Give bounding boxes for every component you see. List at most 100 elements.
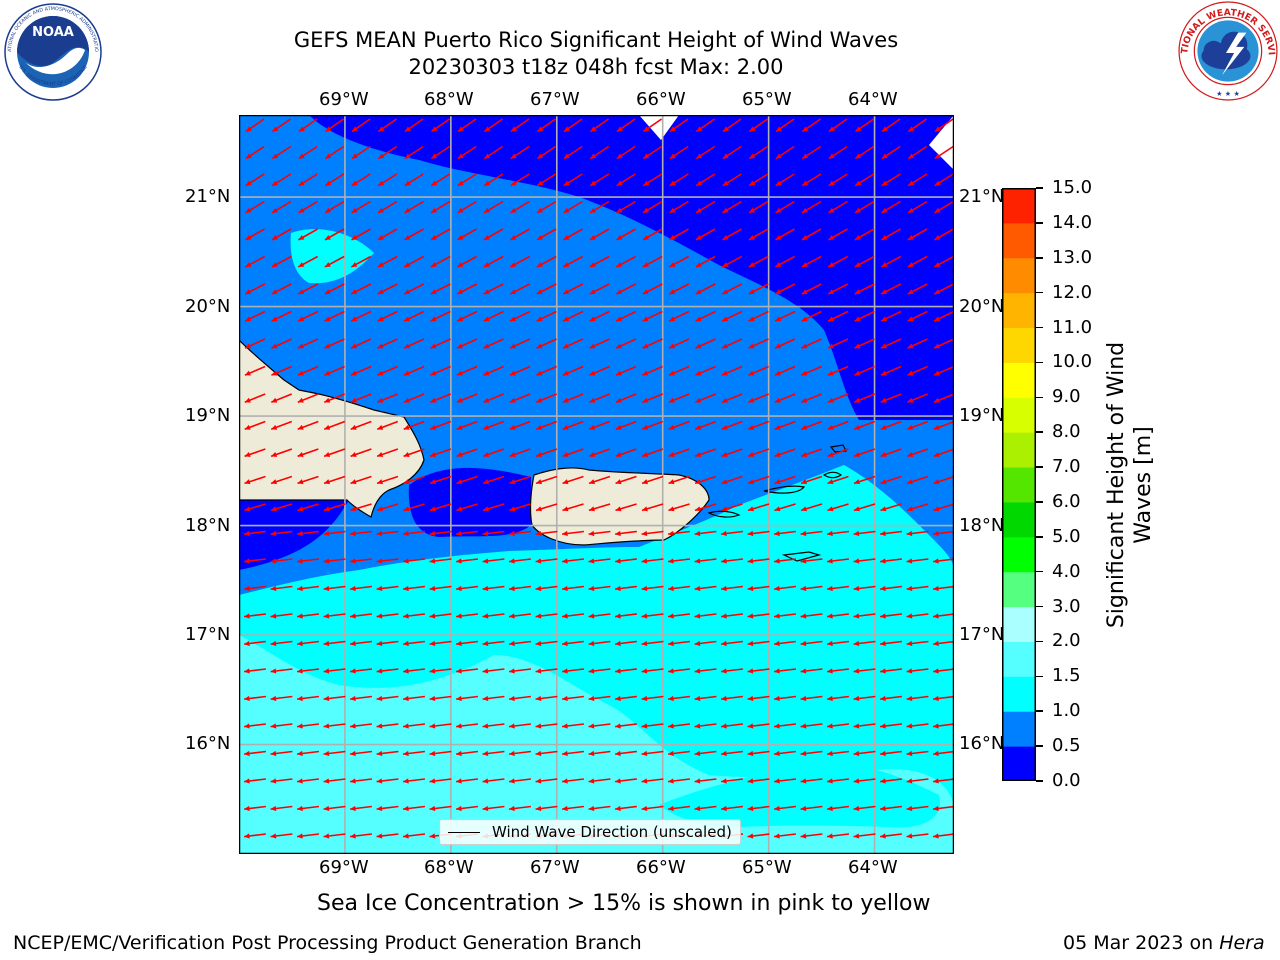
wave-direction-arrowhead bbox=[297, 370, 304, 376]
colorbar-tick-label: 1.5 bbox=[1052, 665, 1081, 687]
wave-direction-arrowhead bbox=[589, 262, 596, 267]
wave-direction-arrowhead bbox=[324, 370, 331, 376]
wave-direction-arrowhead bbox=[562, 585, 568, 592]
wave-direction-arrowhead bbox=[722, 180, 729, 186]
wave-direction-arrowhead bbox=[298, 316, 305, 322]
wave-direction-arrowhead bbox=[747, 778, 754, 784]
wave-direction-arrowhead bbox=[934, 289, 941, 295]
colorbar-cell bbox=[1002, 222, 1036, 259]
wave-direction-arrowhead bbox=[403, 805, 409, 812]
wave-direction-arrowhead bbox=[430, 370, 437, 376]
wave-direction-arrowhead bbox=[907, 370, 914, 376]
wave-direction-arrowhead bbox=[297, 397, 304, 403]
wave-direction-arrowhead bbox=[881, 180, 888, 186]
wave-direction-arrowhead bbox=[429, 723, 436, 729]
wave-direction-arrowhead bbox=[509, 397, 516, 403]
wave-direction-arrowhead bbox=[562, 343, 569, 349]
colorbar-cell bbox=[1002, 467, 1036, 503]
wave-direction-arrowhead bbox=[933, 506, 940, 512]
wave-direction-arrowhead bbox=[351, 262, 358, 267]
wave-direction-arrowhead bbox=[668, 585, 674, 592]
map-plot[interactable] bbox=[239, 115, 954, 854]
wave-direction-arrowhead bbox=[775, 153, 782, 159]
wave-direction-arrowhead bbox=[695, 262, 702, 267]
wave-direction-arrowhead bbox=[854, 424, 861, 430]
wave-direction-arrowhead bbox=[668, 668, 674, 674]
wave-direction-arrowhead bbox=[800, 695, 807, 702]
wave-direction-arrowhead bbox=[297, 558, 303, 564]
wave-direction-arrowhead bbox=[854, 289, 861, 295]
wave-direction-arrowhead bbox=[323, 585, 330, 592]
wave-direction-arrowhead bbox=[855, 180, 862, 186]
wave-direction-arrowhead bbox=[376, 558, 383, 564]
wave-direction-arrowhead bbox=[245, 316, 252, 322]
wave-direction-arrowhead bbox=[590, 153, 597, 159]
wave-direction-arrowhead bbox=[350, 585, 356, 592]
lat-label-right: 16°N bbox=[959, 733, 1005, 754]
wave-direction-arrowhead bbox=[272, 126, 279, 132]
colorbar-cell bbox=[1002, 711, 1036, 747]
wave-direction-arrowhead bbox=[694, 750, 701, 757]
wave-direction-arrowhead bbox=[802, 153, 809, 159]
virgin-islands bbox=[763, 485, 806, 494]
wave-direction-arrowhead bbox=[244, 750, 250, 757]
wave-direction-arrowhead bbox=[456, 723, 462, 729]
wave-direction-arrowhead bbox=[801, 424, 808, 430]
wave-direction-arrowhead bbox=[853, 695, 860, 702]
wave-direction-arrowhead bbox=[271, 452, 278, 457]
wave-direction-arrowhead bbox=[615, 506, 622, 512]
wave-direction-arrowhead bbox=[562, 695, 568, 702]
wave-direction-arrowhead bbox=[429, 750, 436, 757]
wave-direction-arrowhead bbox=[721, 452, 728, 457]
colorbar-tick-label: 9.0 bbox=[1052, 386, 1081, 408]
wave-direction-arrowhead bbox=[589, 234, 596, 240]
wave-direction-arrowhead bbox=[907, 316, 914, 322]
wave-direction-arrowhead bbox=[906, 833, 913, 839]
wave-direction-arrowhead bbox=[562, 613, 568, 619]
wave-direction-arrowhead bbox=[933, 723, 939, 729]
wave-direction-arrowhead bbox=[430, 479, 436, 485]
legend-label: Wind Wave Direction (unscaled) bbox=[492, 823, 732, 841]
wave-direction-arrowhead bbox=[483, 397, 490, 403]
wave-direction-arrowhead bbox=[509, 530, 515, 537]
wave-direction-arrowhead bbox=[588, 558, 595, 564]
wave-direction-arrowhead bbox=[933, 695, 939, 702]
wave-direction-arrowhead bbox=[536, 289, 543, 295]
wave-direction-arrowhead bbox=[376, 668, 383, 674]
wave-direction-arrowhead bbox=[509, 723, 515, 729]
wave-direction-arrowhead bbox=[880, 370, 887, 376]
wave-direction-arrowhead bbox=[774, 668, 780, 674]
wave-direction-arrowhead bbox=[482, 506, 489, 512]
wave-direction-arrowhead bbox=[827, 805, 833, 812]
colorbar bbox=[1002, 188, 1036, 781]
wave-direction-arrowhead bbox=[800, 506, 807, 512]
wave-direction-arrowhead bbox=[721, 778, 727, 784]
wave-direction-arrowhead bbox=[881, 262, 888, 267]
wave-direction-arrowhead bbox=[456, 343, 463, 349]
wave-direction-arrowhead bbox=[801, 234, 808, 240]
wave-direction-arrowhead bbox=[562, 479, 569, 485]
colorbar-tick-mark bbox=[1036, 570, 1043, 573]
wave-direction-arrowhead bbox=[376, 723, 383, 729]
wave-direction-arrowhead bbox=[695, 370, 702, 376]
wave-direction-arrowhead bbox=[350, 452, 357, 457]
wave-direction-arrowhead bbox=[802, 207, 809, 213]
wave-direction-arrowhead bbox=[456, 397, 463, 403]
wave-direction-arrowhead bbox=[933, 778, 939, 784]
wave-direction-arrowhead bbox=[616, 126, 623, 132]
wave-direction-arrowhead bbox=[880, 397, 887, 403]
wave-direction-arrowhead bbox=[906, 506, 913, 512]
wave-direction-arrowhead bbox=[376, 640, 383, 647]
wave-direction-arrowhead bbox=[404, 234, 411, 240]
wave-direction-arrowhead bbox=[403, 370, 410, 376]
colorbar-tick-mark bbox=[1036, 536, 1043, 538]
wave-direction-arrowhead bbox=[456, 750, 462, 757]
wave-direction-arrowhead bbox=[456, 640, 462, 647]
wave-direction-arrowhead bbox=[827, 613, 833, 619]
wave-direction-arrowhead bbox=[562, 424, 569, 430]
wave-direction-arrowhead bbox=[535, 750, 542, 757]
wave-direction-arrowhead bbox=[404, 316, 411, 322]
wave-direction-arrowhead bbox=[244, 668, 250, 674]
wave-direction-arrowhead bbox=[880, 723, 886, 729]
wave-direction-arrowhead bbox=[853, 530, 860, 537]
